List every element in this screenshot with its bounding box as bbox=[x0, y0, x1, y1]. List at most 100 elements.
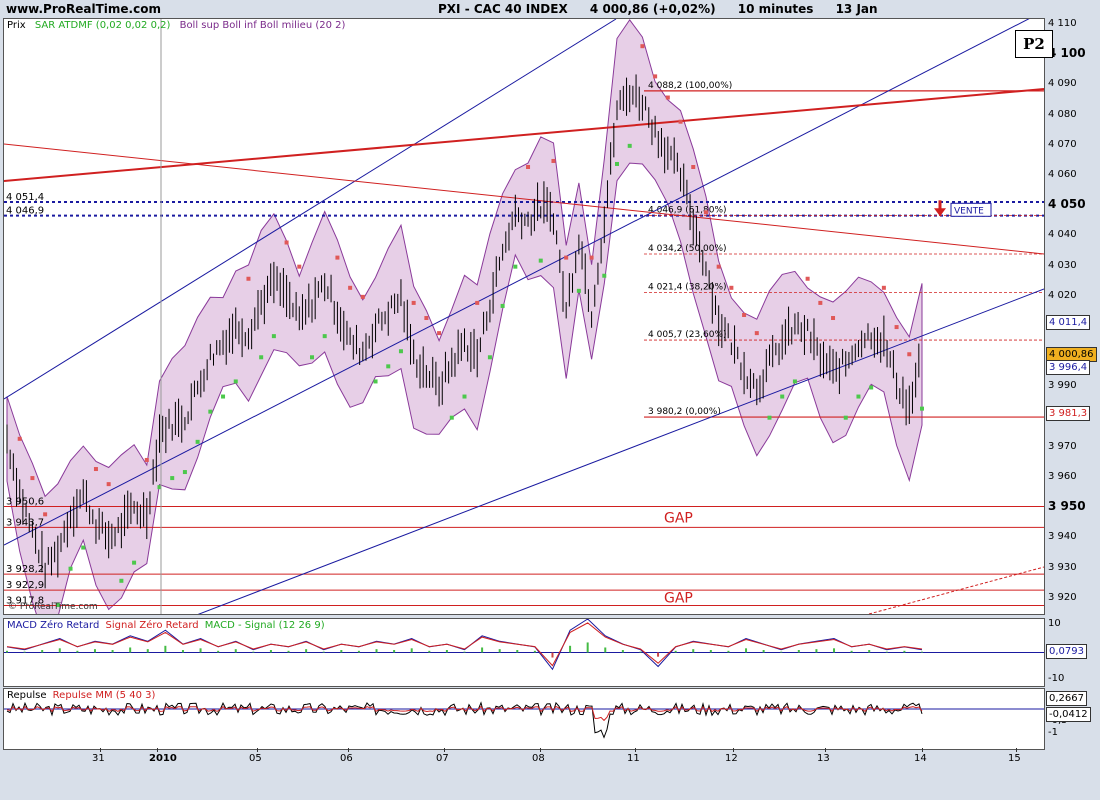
badge-p2: P2 bbox=[1015, 30, 1053, 58]
x-tick-mark bbox=[733, 748, 734, 752]
x-tick-mark bbox=[157, 748, 158, 752]
sar-dot bbox=[729, 285, 734, 290]
price-chart-svg[interactable]: 4 051,4 4 046,9 3 950,6 3 943,7 3 928,2 3 922… bbox=[4, 19, 1044, 614]
x-tick-mark bbox=[540, 748, 541, 752]
x-tick-mark bbox=[1016, 748, 1017, 752]
sar-dot bbox=[678, 119, 683, 124]
sar-dot bbox=[564, 255, 569, 260]
price-ytick-14: 3 970 bbox=[1048, 440, 1077, 452]
legend-rep-1: Repulse bbox=[7, 690, 47, 701]
fib-label-4: 4 005,7 (23,60%) bbox=[648, 330, 727, 340]
sar-dot bbox=[132, 560, 137, 565]
sar-dot bbox=[881, 285, 886, 290]
price-ytick-4: 4 070 bbox=[1048, 138, 1077, 150]
sar-dot bbox=[487, 355, 492, 360]
price-ytick-8: 4 030 bbox=[1048, 259, 1077, 271]
sar-dot bbox=[106, 482, 111, 487]
trendline-red-thin bbox=[4, 143, 1044, 255]
sar-dot bbox=[81, 545, 86, 550]
legend-macd-1: MACD Zéro Retard bbox=[7, 620, 100, 631]
sar-dot bbox=[589, 255, 594, 260]
sar-dot bbox=[615, 161, 619, 166]
header-symbol: PXI - CAC 40 INDEX bbox=[438, 2, 568, 16]
sar-dot bbox=[424, 316, 429, 321]
sar-dot bbox=[310, 355, 314, 360]
sar-dot bbox=[716, 264, 721, 269]
sar-dot bbox=[703, 210, 708, 215]
x-tick-8: 13 bbox=[817, 753, 830, 764]
price-ytick-17: 3 940 bbox=[1048, 531, 1077, 543]
sar-dot bbox=[246, 276, 251, 281]
fib-label-2: 4 034,2 (50,00%) bbox=[648, 244, 727, 254]
price-panel[interactable]: 4 051,4 4 046,9 3 950,6 3 943,7 3 928,2 3 922… bbox=[3, 18, 1045, 615]
repulse-chart-svg[interactable] bbox=[4, 689, 1044, 749]
sar-dot bbox=[792, 379, 797, 384]
signal-arrow-head bbox=[934, 208, 946, 217]
x-tick-4: 07 bbox=[436, 753, 449, 764]
sar-dot bbox=[869, 385, 874, 390]
sar-dot bbox=[475, 300, 480, 305]
x-tick-5: 08 bbox=[532, 753, 545, 764]
sar-dot bbox=[297, 264, 302, 269]
legend-macd-3: MACD - Signal (12 26 9) bbox=[204, 620, 325, 631]
sar-dot bbox=[894, 325, 899, 330]
price-ytick-12: 3 990 bbox=[1048, 380, 1077, 392]
price-box-3: 3 981,3 bbox=[1046, 405, 1091, 421]
price-ytick-9: 4 020 bbox=[1048, 289, 1077, 301]
sar-dot bbox=[742, 312, 747, 317]
sar-dot bbox=[348, 285, 353, 290]
sar-dot bbox=[665, 95, 670, 100]
price-ytick-0: 4 110 bbox=[1048, 18, 1077, 30]
sar-dot bbox=[55, 602, 60, 607]
macd-ytick-0: 10 bbox=[1048, 617, 1061, 629]
x-tick-9: 14 bbox=[914, 753, 927, 764]
legend-rep-2: Repulse MM (5 40 3) bbox=[52, 690, 156, 701]
sar-dot bbox=[551, 158, 556, 163]
x-tick-7: 12 bbox=[725, 753, 738, 764]
sar-dot bbox=[335, 255, 340, 260]
sar-dot bbox=[221, 394, 226, 399]
repulse-ma-line bbox=[6, 705, 923, 722]
sar-dot bbox=[831, 316, 836, 321]
repulse-panel[interactable]: Repulse Repulse MM (5 40 3) bbox=[3, 688, 1045, 750]
x-tick-mark bbox=[825, 748, 826, 752]
level-label-2: 3 950,6 bbox=[6, 496, 44, 507]
x-tick-mark bbox=[348, 748, 349, 752]
repulse-ytick-2: -1 bbox=[1048, 727, 1058, 738]
level-label-6: 3 917,8 bbox=[6, 596, 44, 607]
sar-dot bbox=[322, 334, 327, 339]
sar-dot bbox=[284, 240, 289, 245]
x-tick-mark bbox=[635, 748, 636, 752]
price-box-2: 3 996,4 bbox=[1046, 360, 1091, 376]
repulse-box-bottom: -0,0412 bbox=[1046, 707, 1091, 723]
price-ytick-6: 4 050 bbox=[1048, 197, 1086, 212]
watermark: © ProRealTime.com bbox=[8, 602, 98, 612]
macd-box: 0,0793 bbox=[1046, 644, 1087, 660]
trendline-red-dashed bbox=[868, 566, 1044, 614]
x-tick-1: 2010 bbox=[149, 753, 177, 764]
macd-panel[interactable]: MACD Zéro Retard Signal Zéro Retard MACD… bbox=[3, 618, 1045, 687]
x-tick-mark bbox=[922, 748, 923, 752]
x-tick-10: 15 bbox=[1008, 753, 1021, 764]
sar-dot bbox=[449, 415, 454, 420]
sar-dot bbox=[500, 303, 505, 308]
fib-label-3: 4 021,4 (38,20%) bbox=[648, 283, 727, 293]
sar-dot bbox=[119, 578, 124, 583]
sar-dot bbox=[576, 288, 581, 293]
price-ytick-3: 4 080 bbox=[1048, 108, 1077, 120]
price-ytick-1: 4 100 bbox=[1048, 46, 1086, 61]
price-ytick-7: 4 040 bbox=[1048, 229, 1077, 241]
signal-label: VENTE bbox=[954, 206, 984, 216]
sar-dot bbox=[360, 294, 365, 299]
sar-dot bbox=[437, 331, 442, 336]
level-label-0: 4 051,4 bbox=[6, 192, 44, 203]
price-ytick-18: 3 930 bbox=[1048, 561, 1077, 573]
repulse-box-top: 0,2667 bbox=[1046, 691, 1087, 707]
sar-dot bbox=[182, 470, 187, 475]
x-tick-3: 06 bbox=[340, 753, 353, 764]
header-date: 13 Jan bbox=[835, 2, 878, 16]
macd-chart-svg[interactable] bbox=[4, 619, 1044, 686]
price-ytick-5: 4 060 bbox=[1048, 169, 1077, 181]
sar-dot bbox=[93, 467, 98, 472]
price-ytick-15: 3 960 bbox=[1048, 471, 1077, 483]
